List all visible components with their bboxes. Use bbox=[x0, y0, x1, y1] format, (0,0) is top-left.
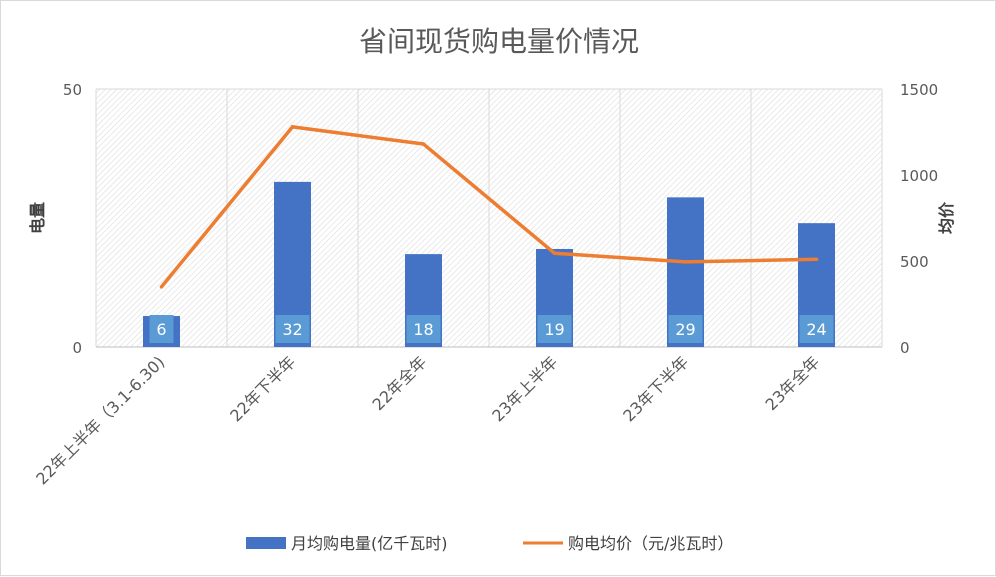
category-labels: 22年上半年（3.1-6.30) 22年下半年 22年全年 23年上半年 23年下半年 2… bbox=[32, 352, 823, 488]
line-point bbox=[552, 251, 557, 256]
legend: 月均购电量(亿千瓦时) 购电均价（元/兆瓦时） bbox=[246, 534, 733, 553]
data-label-box bbox=[537, 315, 572, 343]
price-line bbox=[160, 125, 817, 288]
line-point bbox=[421, 142, 426, 146]
legend-label-bar: 月均购电量(亿千瓦时) bbox=[291, 534, 448, 553]
y-tick-left: 0 bbox=[72, 339, 82, 357]
y-tick-right: 500 bbox=[900, 253, 929, 271]
category-label: 22年上半年（3.1-6.30) bbox=[32, 352, 168, 488]
legend-swatch-bar bbox=[246, 537, 286, 549]
line-point bbox=[290, 125, 295, 129]
y-tick-right: 1000 bbox=[900, 167, 938, 185]
data-label: 19 bbox=[544, 320, 564, 339]
line-point bbox=[814, 257, 819, 262]
data-label: 18 bbox=[413, 320, 433, 339]
category-label: 23年上半年 bbox=[488, 352, 561, 425]
category-label: 22年全年 bbox=[369, 352, 431, 414]
data-label-box bbox=[275, 315, 310, 343]
data-label: 6 bbox=[156, 320, 166, 339]
line-series bbox=[159, 125, 819, 289]
data-label: 29 bbox=[675, 320, 695, 339]
category-label: 23年全年 bbox=[762, 352, 824, 414]
line-point bbox=[159, 285, 164, 289]
chart-title: 省间现货购电量价情况 bbox=[359, 25, 639, 58]
legend-label-line: 购电均价（元/兆瓦时） bbox=[568, 534, 733, 553]
category-label: 22年下半年 bbox=[226, 352, 299, 425]
y-tick-right: 0 bbox=[900, 339, 910, 357]
line-point bbox=[683, 260, 688, 264]
data-label: 32 bbox=[282, 320, 302, 339]
y-axis-left-title: 电量 bbox=[28, 202, 47, 234]
y-axis-right-title: 均价 bbox=[937, 201, 956, 234]
y-tick-right: 1500 bbox=[900, 81, 938, 99]
data-labels: 6 32 18 19 29 24 bbox=[149, 315, 834, 343]
data-label-box bbox=[149, 315, 174, 343]
y-tick-left: 50 bbox=[63, 81, 82, 99]
data-label: 24 bbox=[806, 320, 826, 339]
grid-lines bbox=[95, 88, 883, 348]
category-label: 23年下半年 bbox=[619, 352, 692, 425]
data-label-box bbox=[799, 315, 834, 343]
data-label-box bbox=[668, 315, 703, 343]
data-label-box bbox=[406, 315, 441, 343]
